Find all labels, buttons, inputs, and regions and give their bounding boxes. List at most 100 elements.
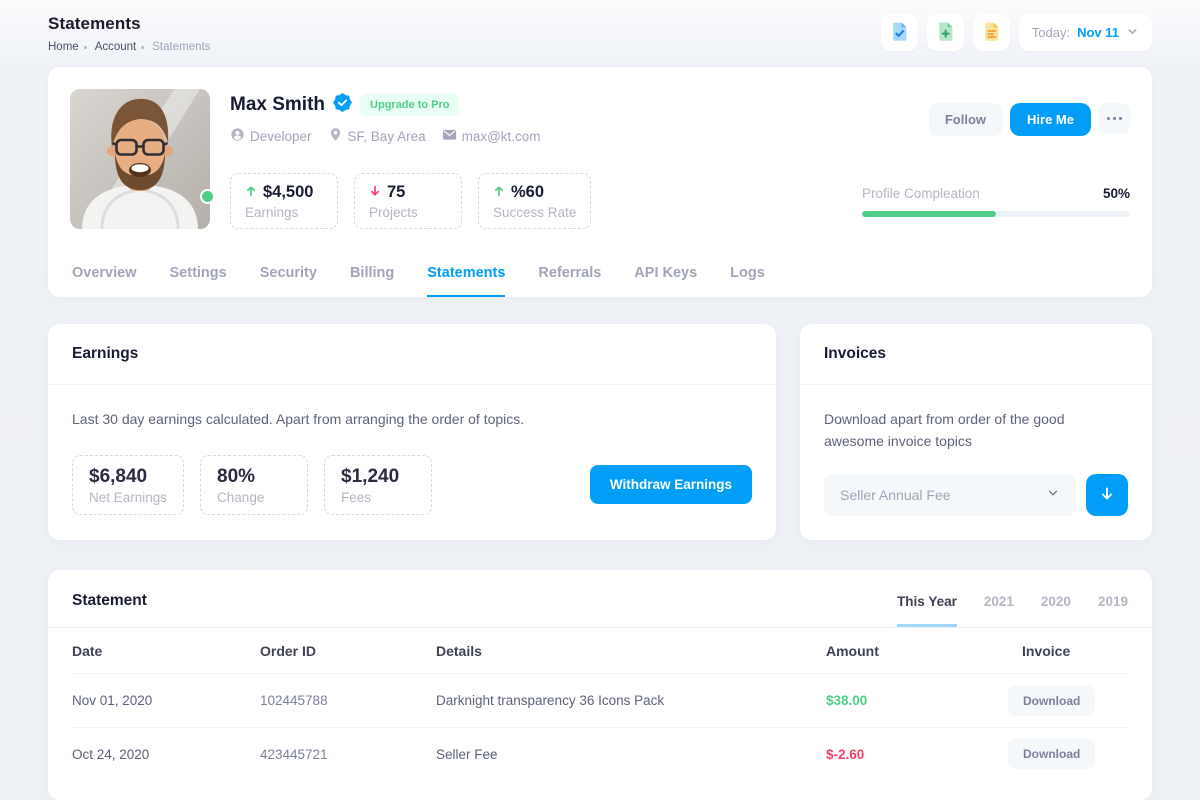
statement-year-tabs: This Year 2021 2020 2019: [897, 594, 1128, 628]
tab-overview[interactable]: Overview: [72, 265, 137, 281]
file-plus-icon: [935, 21, 956, 45]
stat-label: Success Rate: [493, 205, 577, 220]
file-plus-button[interactable]: [926, 14, 964, 51]
table-row: Nov 01, 2020 102445788 Darknight transpa…: [72, 674, 1128, 727]
tab-api-keys[interactable]: API Keys: [634, 265, 698, 281]
email-icon: [442, 127, 457, 145]
profile-completion: Profile Compleation 50%: [862, 186, 1130, 217]
year-tab-2020[interactable]: 2020: [1040, 594, 1071, 610]
tab-security[interactable]: Security: [259, 265, 317, 281]
more-options-button[interactable]: [1099, 103, 1130, 134]
stat-label: Projects: [369, 205, 418, 220]
earn-value: $6,840: [89, 465, 148, 487]
cell-order-id: 102445788: [260, 693, 328, 709]
earn-value: 80%: [217, 465, 256, 487]
tab-billing[interactable]: Billing: [349, 265, 395, 281]
profile-info: Max Smith Upgrade to Pro Developer: [230, 89, 842, 229]
earn-tile-net: $6,840 Net Earnings: [72, 454, 185, 515]
tab-settings[interactable]: Settings: [169, 265, 227, 281]
verified-badge-icon: [333, 93, 353, 117]
year-tab-this-year[interactable]: This Year: [897, 594, 957, 628]
cell-amount: $-2.60: [826, 746, 865, 762]
tab-statements[interactable]: Statements: [427, 265, 506, 297]
cell-date: Nov 01, 2020: [72, 693, 153, 709]
profile-meta-row: Developer SF, Bay Area max@kt.com: [230, 127, 842, 145]
breadcrumb-separator-icon: [83, 45, 87, 49]
avatar-image: [70, 89, 210, 229]
invoices-body: Download apart from order of the good aw…: [800, 385, 1152, 540]
stat-value: %60: [511, 183, 545, 201]
file-check-icon: [889, 21, 910, 45]
profile-top: Max Smith Upgrade to Pro Developer: [70, 89, 1130, 229]
arrow-down-icon: [369, 183, 381, 202]
topbar-left: Statements Home Account Statements: [48, 14, 210, 53]
breadcrumb-separator-icon: [141, 45, 145, 49]
earn-tile-change: 80% Change: [200, 454, 309, 515]
earnings-stats-row: $6,840 Net Earnings 80% Change $1,240 Fe…: [72, 454, 752, 515]
column-header-date: Date: [72, 642, 103, 659]
cell-invoice: Download: [1008, 739, 1128, 770]
page-title: Statements: [48, 14, 141, 33]
download-button[interactable]: Download: [1008, 685, 1096, 716]
earnings-description: Last 30 day earnings calculated. Apart f…: [72, 411, 525, 427]
invoices-header: Invoices: [800, 324, 1152, 385]
file-text-button[interactable]: [972, 14, 1010, 51]
middle-row: Earnings Last 30 day earnings calculated…: [48, 324, 1152, 541]
profile-tabs: Overview Settings Security Billing State…: [70, 265, 1130, 297]
profile-location: SF, Bay Area: [328, 127, 426, 145]
cell-details: Darknight transparency 36 Icons Pack: [436, 693, 665, 709]
location-pin-icon: [328, 127, 343, 145]
invoices-description: Download apart from order of the good aw…: [824, 411, 1065, 449]
date-filter-button[interactable]: Today: Nov 11: [1018, 14, 1152, 51]
profile-right: Follow Hire Me Profile Compleation 50%: [862, 89, 1130, 229]
statement-title: Statement: [72, 592, 147, 610]
column-header-amount: Amount: [826, 642, 879, 659]
tab-referrals[interactable]: Referrals: [538, 265, 602, 281]
follow-button[interactable]: Follow: [928, 103, 1003, 136]
stat-tile-success-rate: %60 Success Rate: [478, 173, 592, 229]
earn-label: Fees: [341, 489, 372, 505]
breadcrumb-current: Statements: [152, 41, 211, 53]
upgrade-to-pro-badge[interactable]: Upgrade to Pro: [360, 94, 460, 116]
table-header-row: Date Order ID Details Amount Invoice: [72, 628, 1128, 675]
year-tab-2019[interactable]: 2019: [1097, 594, 1128, 610]
profile-email: max@kt.com: [442, 127, 541, 145]
file-check-button[interactable]: [880, 14, 918, 51]
column-header-order-id: Order ID: [260, 642, 317, 659]
stat-value: 75: [387, 183, 406, 201]
cell-order-id: 423445721: [260, 746, 328, 762]
download-button[interactable]: Download: [1008, 739, 1096, 770]
earnings-card: Earnings Last 30 day earnings calculated…: [48, 324, 776, 541]
invoice-type-select[interactable]: Seller Annual Fee: [824, 474, 1076, 517]
profile-location-label: SF, Bay Area: [347, 128, 426, 144]
date-filter-label: Today:: [1031, 25, 1071, 40]
column-header-invoice: Invoice: [1022, 642, 1071, 659]
invoice-select-value: Seller Annual Fee: [840, 487, 951, 504]
stat-label: Earnings: [245, 205, 299, 220]
breadcrumb-home[interactable]: Home: [48, 41, 79, 53]
profile-name: Max Smith: [230, 94, 326, 115]
tab-logs[interactable]: Logs: [730, 265, 765, 281]
invoice-download-button[interactable]: [1086, 474, 1128, 517]
withdraw-earnings-button[interactable]: Withdraw Earnings: [589, 465, 752, 505]
profile-email-label: max@kt.com: [461, 128, 541, 144]
table-row: Oct 24, 2020 423445721 Seller Fee $-2.60…: [72, 727, 1128, 780]
earn-label: Net Earnings: [89, 489, 168, 505]
profile-role: Developer: [230, 127, 312, 145]
cell-invoice: Download: [1008, 685, 1128, 716]
cell-date: Oct 24, 2020: [72, 746, 150, 762]
avatar: [70, 89, 215, 229]
breadcrumb-account[interactable]: Account: [94, 41, 137, 53]
hire-me-button[interactable]: Hire Me: [1010, 103, 1091, 136]
stat-tile-earnings: $4,500 Earnings: [230, 173, 338, 229]
cell-details: Seller Fee: [436, 746, 498, 762]
earn-tile-fees: $1,240 Fees: [324, 454, 433, 515]
profile-name-row: Max Smith Upgrade to Pro: [230, 93, 842, 117]
earn-label: Change: [217, 489, 265, 505]
file-text-icon: [981, 21, 1002, 45]
arrow-down-icon: [1099, 486, 1115, 505]
year-tab-2021[interactable]: 2021: [983, 594, 1014, 610]
statement-header: Statement This Year 2021 2020 2019: [48, 570, 1152, 629]
breadcrumb: Home Account Statements: [48, 41, 210, 53]
invoices-card: Invoices Download apart from order of th…: [800, 324, 1152, 541]
